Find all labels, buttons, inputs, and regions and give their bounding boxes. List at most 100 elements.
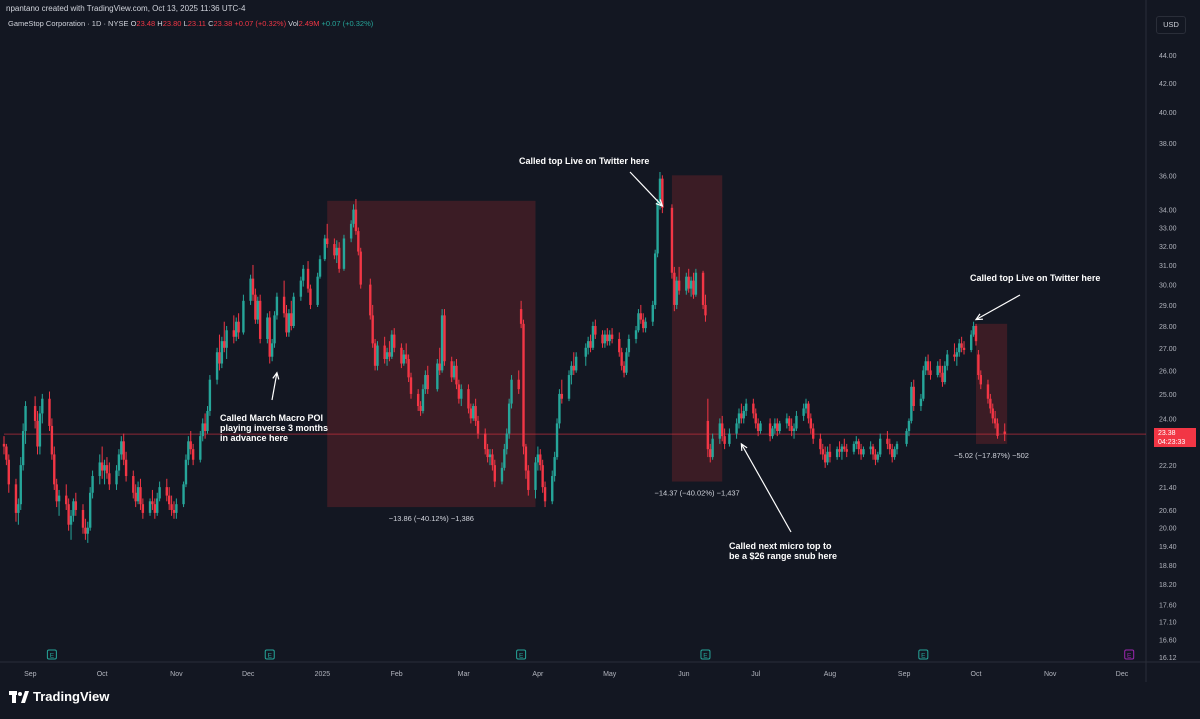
annotation-text-line: playing inverse 3 months xyxy=(220,423,328,433)
candle xyxy=(661,175,664,214)
candle-body xyxy=(519,309,523,324)
x-tick-label: Oct xyxy=(97,671,108,678)
symbol-name[interactable]: GameStop Corporation · 1D · NYSE xyxy=(8,19,129,28)
candle-body xyxy=(469,408,473,419)
tradingview-logo[interactable]: TradingView xyxy=(9,688,109,704)
candle xyxy=(69,509,73,540)
dividend-marker[interactable]: E xyxy=(1124,649,1135,660)
candle xyxy=(685,272,688,295)
candle-body xyxy=(455,365,458,385)
x-tick-label: Mar xyxy=(458,671,471,678)
candle xyxy=(74,492,78,516)
x-tick-label: Sep xyxy=(898,671,911,678)
earnings-marker[interactable]: E xyxy=(264,649,275,660)
candle xyxy=(651,300,654,326)
candle-body xyxy=(124,459,128,477)
candle xyxy=(409,372,413,399)
candle-body xyxy=(65,495,68,505)
candle-body xyxy=(292,296,295,326)
tradingview-logo-icon xyxy=(9,690,29,703)
candle-body xyxy=(316,276,319,305)
candle xyxy=(139,478,142,510)
candle-body xyxy=(929,370,932,376)
y-tick-label: 24.00 xyxy=(1159,416,1177,423)
candle-body xyxy=(735,423,738,434)
candle xyxy=(323,234,327,262)
candle xyxy=(907,418,911,437)
candle-body xyxy=(627,338,631,353)
candle-body xyxy=(625,352,628,373)
candle xyxy=(443,309,446,366)
candle-body xyxy=(325,238,329,245)
candle xyxy=(723,428,726,450)
candle-body xyxy=(182,484,185,505)
candle-body xyxy=(651,304,654,322)
candle-body xyxy=(811,428,815,439)
ohlc-open-label: O xyxy=(130,19,137,28)
candle-body xyxy=(752,403,755,414)
candle-body xyxy=(790,425,793,432)
candle-body xyxy=(622,365,626,373)
annotation-arrowhead xyxy=(272,371,280,380)
candle-body xyxy=(273,315,276,344)
candle-body xyxy=(33,406,37,421)
candle-body xyxy=(184,459,188,485)
marker-box xyxy=(918,649,929,660)
candle xyxy=(656,199,659,258)
candle-body xyxy=(728,433,731,444)
earnings-marker[interactable]: E xyxy=(46,649,57,660)
candle xyxy=(167,487,171,510)
candle xyxy=(476,415,480,439)
candle-body xyxy=(424,375,427,390)
earnings-marker[interactable]: E xyxy=(700,649,711,660)
candle xyxy=(201,418,204,442)
candle-body xyxy=(1003,431,1006,435)
candle-body xyxy=(134,492,137,502)
volume-change: +0.07 (+0.32%) xyxy=(321,19,374,28)
y-tick-label: 16.12 xyxy=(1159,655,1177,662)
candle-body xyxy=(687,276,690,289)
candle xyxy=(735,418,738,439)
candle-body xyxy=(86,527,89,534)
currency-button[interactable]: USD xyxy=(1156,16,1186,34)
candle-body xyxy=(452,365,456,378)
candle xyxy=(938,358,942,378)
candle xyxy=(507,398,511,439)
annotation-text-line: Called top Live on Twitter here xyxy=(519,156,649,166)
candle xyxy=(290,300,293,331)
candle xyxy=(302,264,305,287)
candle-body xyxy=(476,420,480,434)
candle xyxy=(979,370,982,390)
candle-body xyxy=(823,454,827,463)
candle-body xyxy=(268,317,271,357)
candle-body xyxy=(450,361,453,378)
candle-body xyxy=(251,278,255,295)
y-tick-label: 34.00 xyxy=(1159,208,1177,215)
candle-body xyxy=(218,352,221,364)
candle xyxy=(53,446,56,490)
candle xyxy=(500,462,504,485)
candle-body xyxy=(977,354,980,376)
candle xyxy=(570,361,573,385)
candle xyxy=(165,478,168,502)
earnings-marker[interactable]: E xyxy=(516,649,527,660)
candle xyxy=(644,317,647,333)
candle xyxy=(225,325,228,359)
candle xyxy=(172,501,176,519)
earnings-marker[interactable]: E xyxy=(918,649,929,660)
candle-body xyxy=(139,487,142,505)
y-tick-label: 42.00 xyxy=(1159,81,1177,88)
candle xyxy=(359,247,362,289)
candle-body xyxy=(407,358,410,378)
candle xyxy=(941,365,944,387)
candle-body xyxy=(768,423,772,437)
x-tick-label: Jul xyxy=(751,671,760,678)
candle-body xyxy=(603,334,607,344)
candle xyxy=(876,451,880,463)
candle-body xyxy=(108,473,111,485)
candle xyxy=(828,443,832,463)
candle-body xyxy=(14,484,18,513)
candle xyxy=(306,261,310,293)
